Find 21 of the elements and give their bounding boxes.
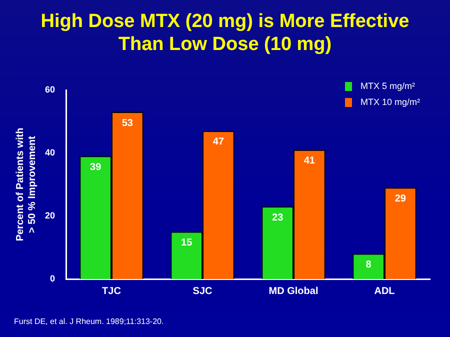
data-label: 53 — [122, 118, 134, 129]
data-label: 47 — [212, 136, 224, 148]
data-label: 39 — [90, 162, 102, 173]
y-tick-label: 0 — [50, 273, 56, 284]
data-label: 8 — [366, 260, 372, 271]
legend-label: MTX 10 mg/m² — [360, 97, 420, 107]
y-tick-label: 60 — [44, 84, 56, 94]
data-label: 23 — [272, 212, 284, 224]
chart-title: High Dose MTX (20 mg) is More Effective Than Low Dose (10 mg) — [40, 10, 410, 56]
x-tick-label: ADL — [374, 286, 395, 297]
x-tick-label: MD Global — [268, 286, 318, 297]
y-tick-label: 20 — [44, 210, 56, 220]
text: Furst DE, et al. J Rheum. 1989;11:313-20. — [14, 317, 164, 326]
y-axis-title: Percent of Patients with > 50 % Improvement — [14, 128, 38, 242]
x-tick-label: TJC — [102, 286, 121, 297]
data-label: 41 — [304, 156, 316, 167]
legend-label: MTX 5 mg/m² — [360, 81, 415, 91]
data-label: 29 — [394, 193, 406, 204]
x-tick-label: SJC — [192, 286, 212, 297]
data-label: 15 — [181, 238, 193, 248]
y-tick-label: 40 — [44, 147, 56, 158]
